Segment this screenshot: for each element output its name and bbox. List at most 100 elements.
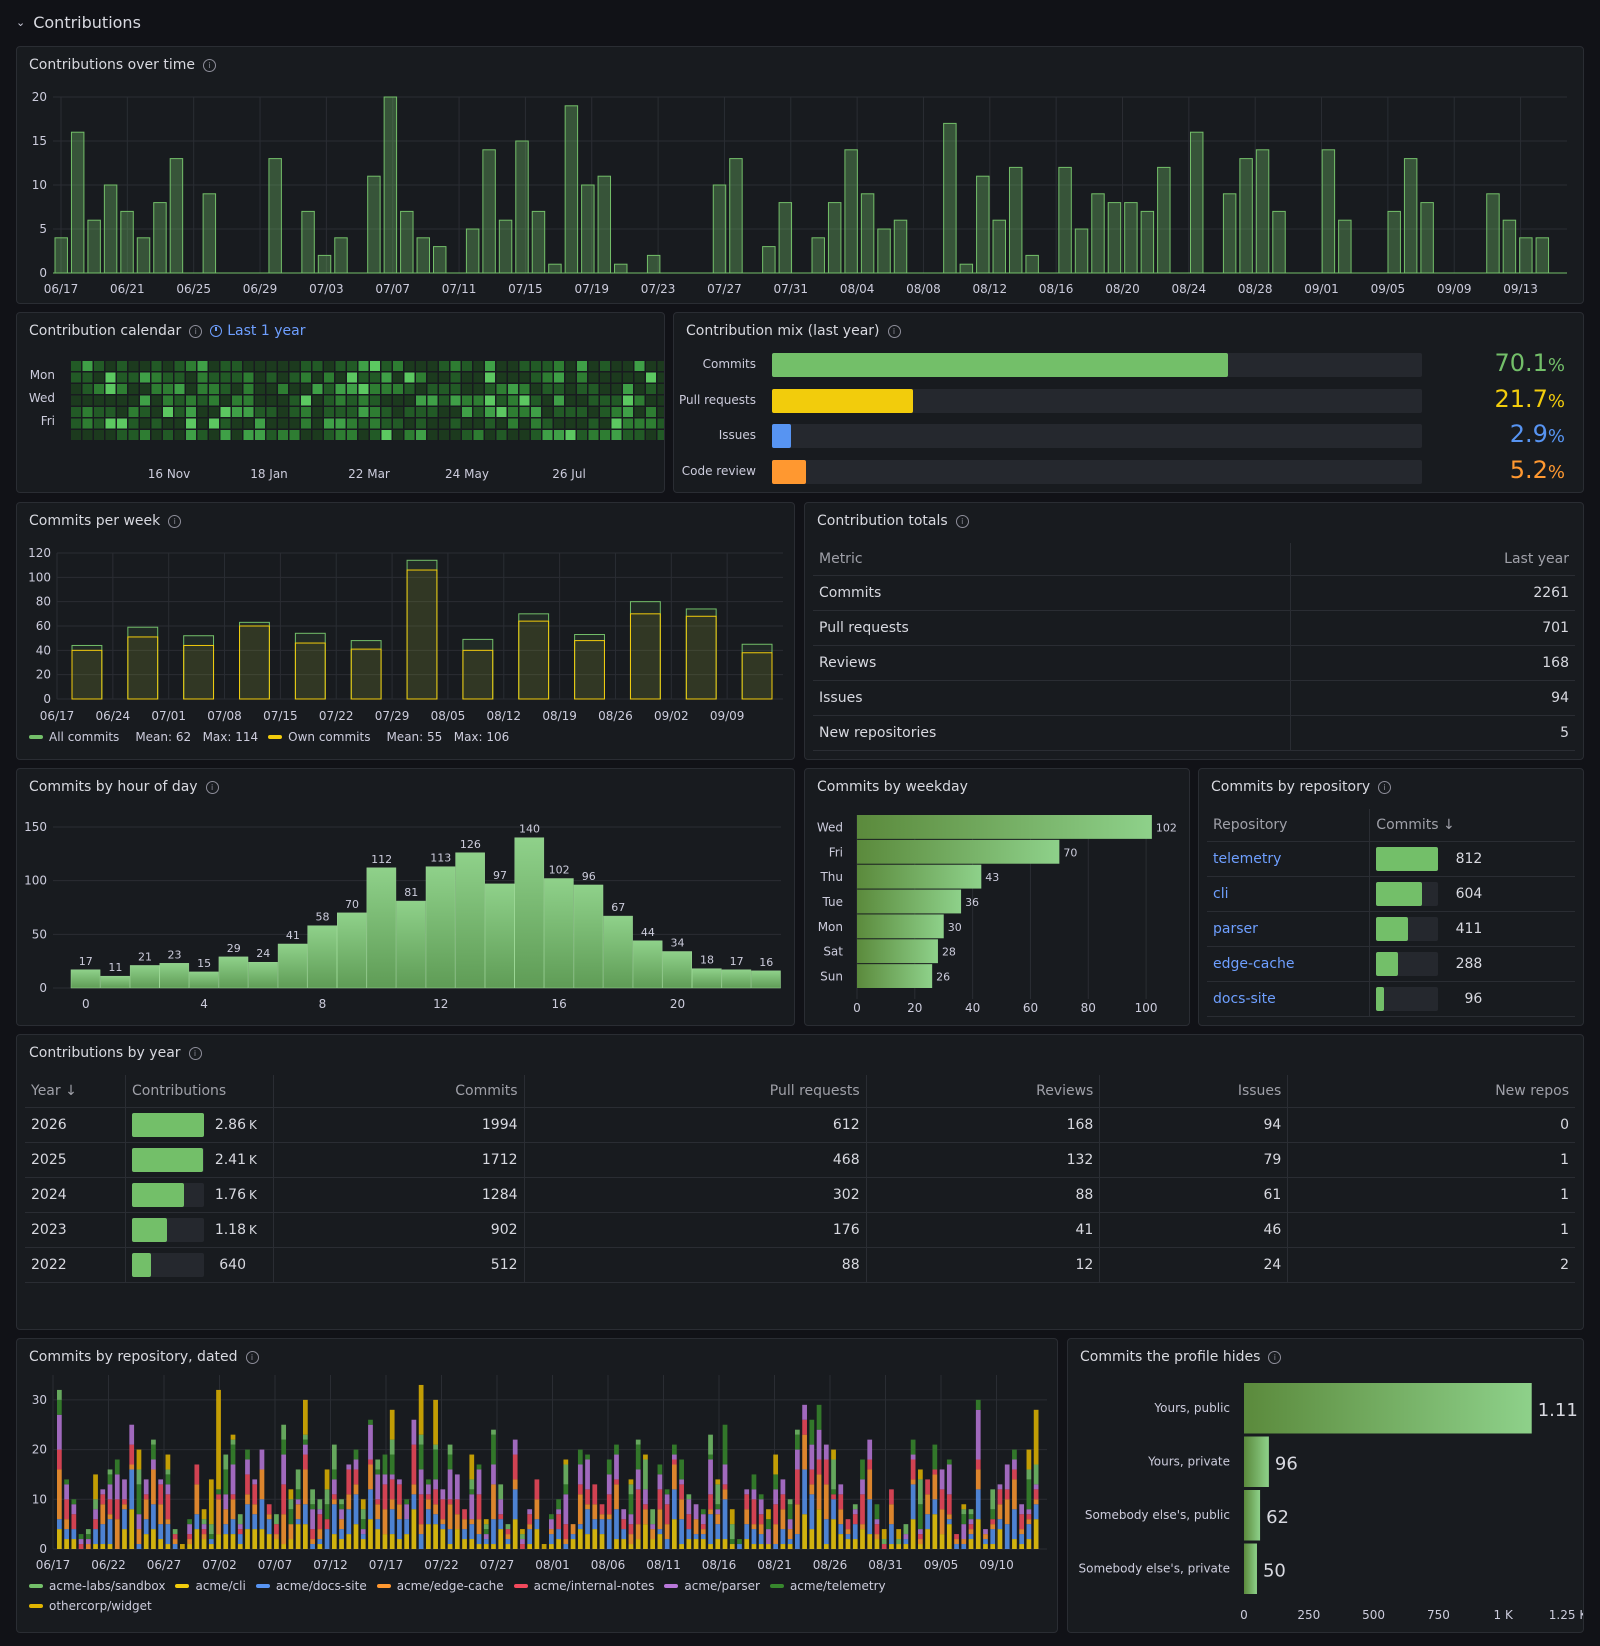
legend-item[interactable]: acme/edge-cache <box>376 1579 504 1593</box>
calendar-cell <box>174 418 185 429</box>
column-header-issues[interactable]: Issues <box>1099 1075 1288 1108</box>
table-row: Commits 2261 <box>813 575 1575 611</box>
info-icon[interactable]: i <box>205 780 219 794</box>
info-icon[interactable]: i <box>189 324 203 338</box>
bar-segment <box>172 1539 178 1545</box>
calendar-cell <box>197 361 208 371</box>
row-header[interactable]: ⌄ Contributions <box>16 10 141 34</box>
info-icon[interactable]: i <box>1268 1350 1282 1364</box>
calendar-cell <box>646 430 656 440</box>
calendar-cell <box>416 407 426 417</box>
legend-item[interactable]: acme/parser <box>664 1579 760 1593</box>
bar-segment <box>946 1494 952 1515</box>
calendar-cell <box>439 384 449 394</box>
repository-link[interactable]: docs-site <box>1213 991 1276 1007</box>
cell-repository[interactable]: telemetry <box>1207 841 1370 877</box>
calendar-cell <box>450 430 461 440</box>
bar-segment <box>107 1519 113 1545</box>
column-header-commits[interactable]: Commits ↓ <box>1369 809 1575 842</box>
bar-segment <box>165 1469 171 1475</box>
cell-contributions: 2.86 K <box>125 1107 274 1143</box>
cell-commits: 812 <box>1369 841 1575 877</box>
info-icon[interactable]: i <box>887 324 901 338</box>
bar-segment <box>498 1499 504 1515</box>
tick-label: 16 <box>551 997 566 1011</box>
bar-segment <box>577 1484 583 1495</box>
legend-item[interactable]: acme/telemetry <box>769 1579 886 1593</box>
tick-label: 08/12 <box>486 709 521 723</box>
calendar-cell <box>117 430 127 440</box>
bar-segment <box>657 1464 663 1475</box>
contributions-gauge <box>132 1148 204 1172</box>
legend-item-all-commits[interactable]: All commits Mean: 62 Max: 114 <box>29 730 258 744</box>
calendar-cell <box>393 384 403 394</box>
data-label: 102 <box>549 864 570 877</box>
bar-segment <box>230 1434 236 1440</box>
repository-link[interactable]: parser <box>1213 921 1258 937</box>
tick-label: 10 <box>32 1492 47 1506</box>
legend-item[interactable]: acme/docs-site <box>255 1579 367 1593</box>
bar-segment <box>585 1459 590 1490</box>
bar-segment <box>447 1499 453 1505</box>
cell-repository[interactable]: docs-site <box>1207 981 1370 1017</box>
info-icon[interactable]: i <box>1378 780 1392 794</box>
tick-label: 150 <box>24 820 47 834</box>
calendar-cell <box>278 361 288 371</box>
column-header-repository[interactable]: Repository <box>1207 809 1370 842</box>
column-header-pull-requests[interactable]: Pull requests <box>523 1075 867 1108</box>
bar-segment <box>831 1519 836 1549</box>
bar-segment <box>635 1444 641 1470</box>
bar-segment <box>628 1494 634 1515</box>
table-row: Reviews 168 <box>813 645 1575 681</box>
bar-segment <box>729 1539 735 1545</box>
cell-repository[interactable]: cli <box>1207 876 1370 912</box>
repository-link[interactable]: telemetry <box>1213 851 1282 867</box>
mix-bar-fill <box>772 459 806 484</box>
bar <box>433 246 447 274</box>
chart-legend: All commits Mean: 62 Max: 114 Own commits… <box>29 730 509 744</box>
tick-label: 750 <box>1427 1608 1450 1622</box>
bar-segment <box>469 1539 475 1549</box>
calendar-cell <box>611 418 622 429</box>
info-icon[interactable]: i <box>168 514 182 528</box>
bar-segment <box>614 1484 619 1510</box>
legend-item[interactable]: acme/internal-notes <box>513 1579 654 1593</box>
cell-repository[interactable]: parser <box>1207 911 1370 947</box>
column-header-new-repos[interactable]: New repos <box>1287 1075 1575 1108</box>
bar-segment <box>635 1539 641 1549</box>
cell-commits: 902 <box>273 1212 525 1248</box>
bar <box>334 237 348 274</box>
bar-segment <box>650 1539 656 1549</box>
tick-label: 08/28 <box>1238 282 1273 296</box>
column-header-commits[interactable]: Commits <box>273 1075 525 1108</box>
calendar-cell <box>232 372 242 383</box>
legend-item[interactable]: othercorp/widget <box>29 1599 152 1613</box>
bar-segment <box>165 1494 171 1520</box>
bar-segment <box>288 1539 294 1549</box>
legend-item-own-commits[interactable]: Own commits Mean: 55 Max: 106 <box>268 730 509 744</box>
bar-segment <box>990 1529 996 1545</box>
bar <box>462 649 494 700</box>
column-header-last-year[interactable]: Last year <box>1289 543 1575 576</box>
column-header-metric[interactable]: Metric <box>813 543 1291 576</box>
bar-segment <box>274 1534 279 1540</box>
chevron-down-icon[interactable]: ⌄ <box>16 15 26 29</box>
info-icon[interactable]: i <box>955 514 969 528</box>
info-icon[interactable]: i <box>245 1350 259 1364</box>
info-icon[interactable]: i <box>202 58 216 72</box>
column-header-contributions[interactable]: Contributions <box>125 1075 274 1108</box>
table-row: 2025 2.41 K 1712 468 132 79 1 <box>25 1142 1575 1178</box>
repository-link[interactable]: cli <box>1213 886 1229 902</box>
info-icon[interactable]: i <box>188 1046 202 1060</box>
repository-link[interactable]: edge-cache <box>1213 956 1295 972</box>
column-header-reviews[interactable]: Reviews <box>865 1075 1100 1108</box>
calendar-cell <box>565 361 576 371</box>
bar-segment <box>426 1499 431 1510</box>
cell-repository[interactable]: edge-cache <box>1207 946 1370 982</box>
legend-item[interactable]: acme/cli <box>175 1579 246 1593</box>
column-header-year[interactable]: Year ↓ <box>25 1075 126 1108</box>
bar-segment <box>961 1504 967 1510</box>
legend-item[interactable]: acme-labs/sandbox <box>29 1579 165 1593</box>
bar-segment <box>643 1459 648 1490</box>
time-range-picker[interactable]: Last 1 year <box>210 323 305 339</box>
